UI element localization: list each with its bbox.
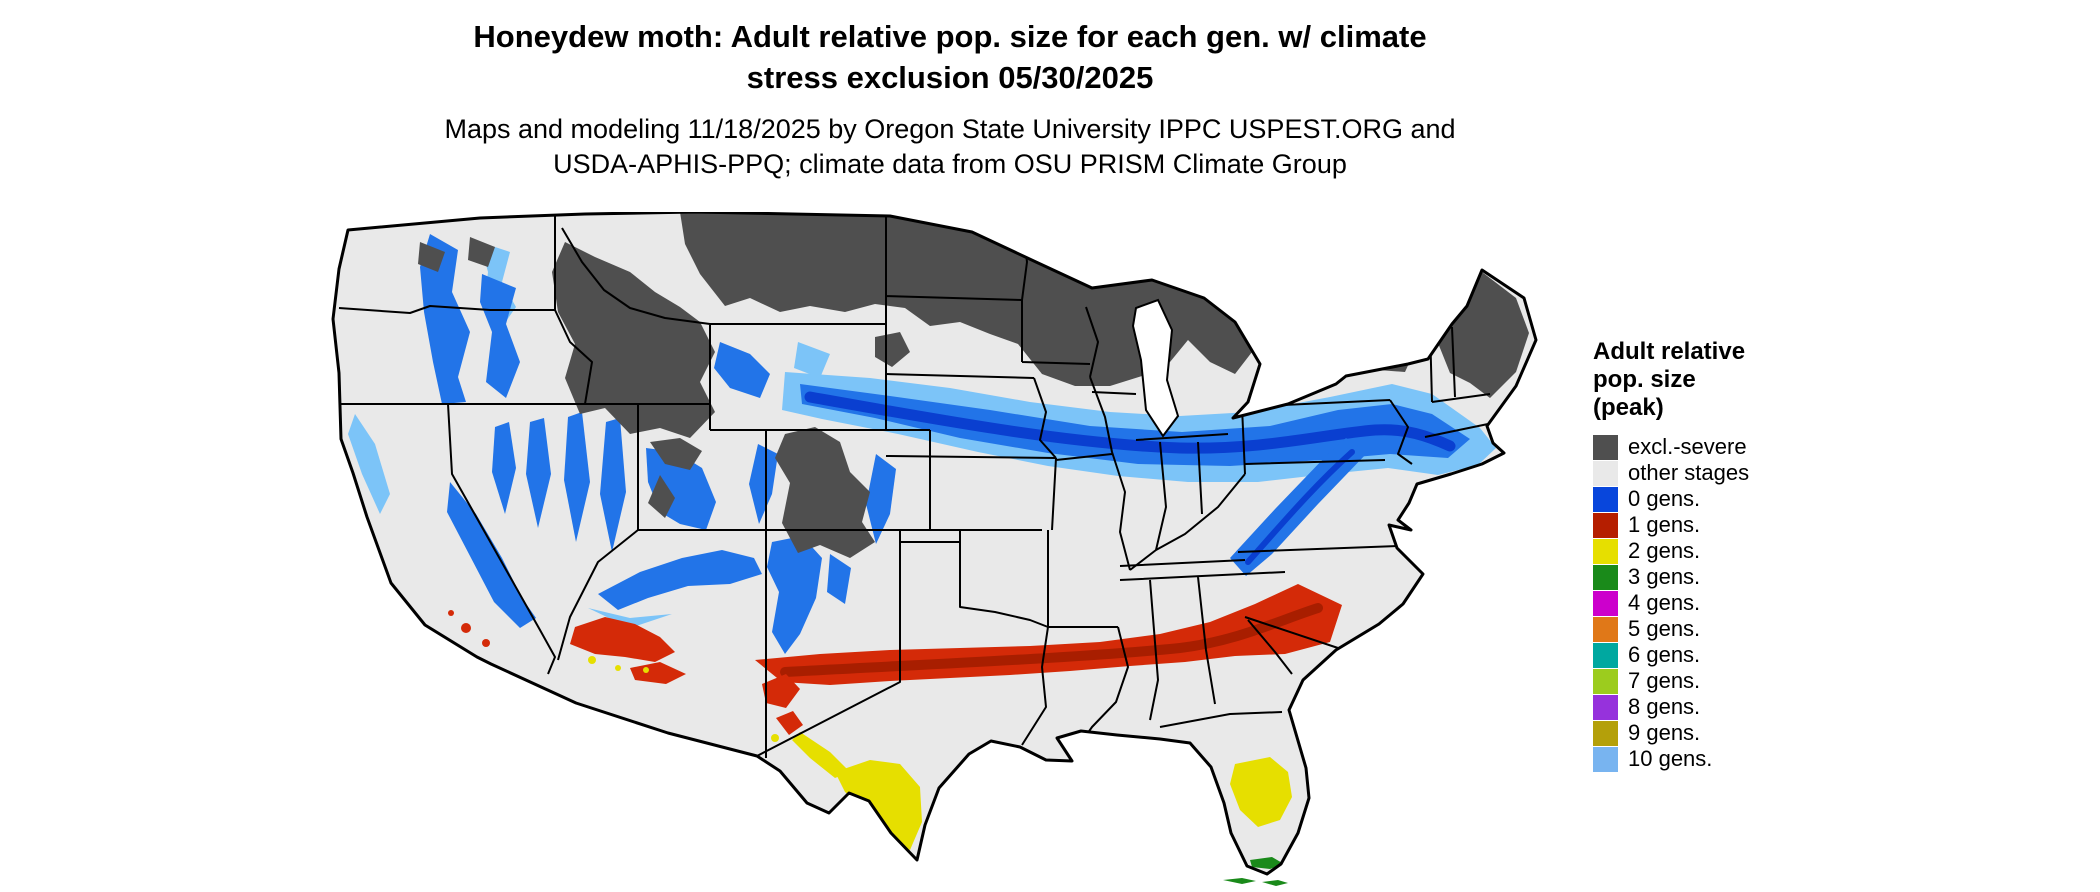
legend-item-label: excl.-severe — [1628, 434, 1747, 459]
legend-item-label: 7 gens. — [1628, 668, 1701, 693]
legend-row: 3 gens. — [1593, 564, 1813, 590]
figure-title-line1: Honeydew moth: Adult relative pop. size … — [473, 19, 1427, 54]
legend-item-label: 2 gens. — [1628, 538, 1701, 563]
legend-title-line2: pop. size — [1593, 366, 1696, 393]
legend-row: 5 gens. — [1593, 616, 1813, 642]
legend-item-label: 5 gens. — [1628, 616, 1701, 641]
legend-swatch — [1593, 512, 1618, 538]
us-map-svg — [331, 210, 1538, 886]
legend-swatch — [1593, 720, 1618, 746]
legend-row: 2 gens. — [1593, 538, 1813, 564]
figure-subtitle-line1: Maps and modeling 11/18/2025 by Oregon S… — [444, 114, 1456, 144]
legend-row: 7 gens. — [1593, 668, 1813, 694]
legend-item-label: 8 gens. — [1628, 694, 1701, 719]
legend-title-line1: Adult relative — [1593, 338, 1746, 365]
legend-items: excl.-severe other stages 0 gens. 1 gens… — [1593, 434, 1813, 772]
legend-swatch — [1593, 460, 1618, 486]
legend-swatch — [1593, 668, 1618, 694]
legend-swatch — [1593, 694, 1618, 720]
legend-row: 8 gens. — [1593, 694, 1813, 720]
lake-michigan — [1131, 298, 1180, 438]
figure-subtitle: Maps and modeling 11/18/2025 by Oregon S… — [210, 112, 1690, 182]
legend-row: 0 gens. — [1593, 486, 1813, 512]
legend-row: 4 gens. — [1593, 590, 1813, 616]
legend-swatch — [1593, 746, 1618, 772]
figure-title-line2: stress exclusion 05/30/2025 — [746, 60, 1154, 95]
gen2-regions — [588, 656, 1292, 850]
figure-subtitle-line2: USDA-APHIS-PPQ; climate data from OSU PR… — [553, 149, 1347, 179]
legend-swatch — [1593, 486, 1618, 512]
legend-swatch — [1593, 642, 1618, 668]
map-outline — [331, 210, 1538, 876]
florida-keys-gen3 — [1223, 878, 1288, 886]
legend-item-label: 9 gens. — [1628, 720, 1701, 745]
legend-row: 10 gens. — [1593, 746, 1813, 772]
gen0-regions — [348, 234, 1496, 654]
legend-swatch — [1593, 434, 1618, 460]
legend-row: excl.-severe — [1593, 434, 1813, 460]
figure-titles: Honeydew moth: Adult relative pop. size … — [210, 16, 1690, 182]
legend-swatch — [1593, 590, 1618, 616]
legend-item-label: 0 gens. — [1628, 486, 1701, 511]
state-borders — [338, 216, 1491, 758]
legend-item-label: 3 gens. — [1628, 564, 1701, 589]
legend-row: 1 gens. — [1593, 512, 1813, 538]
legend-item-label: 6 gens. — [1628, 642, 1701, 667]
legend-row: 9 gens. — [1593, 720, 1813, 746]
legend-item-label: 10 gens. — [1628, 746, 1713, 771]
legend-swatch — [1593, 538, 1618, 564]
legend-title-line3: (peak) — [1593, 394, 1664, 421]
us-map — [330, 210, 1570, 892]
legend-item-label: other stages — [1628, 460, 1750, 485]
legend-row: other stages — [1593, 460, 1813, 486]
legend-row: 6 gens. — [1593, 642, 1813, 668]
legend-item-label: 1 gens. — [1628, 512, 1701, 537]
legend-item-label: 4 gens. — [1628, 590, 1701, 615]
legend-swatch — [1593, 616, 1618, 642]
legend-swatch — [1593, 564, 1618, 590]
legend: Adult relative pop. size (peak) excl.-se… — [1593, 338, 1813, 772]
